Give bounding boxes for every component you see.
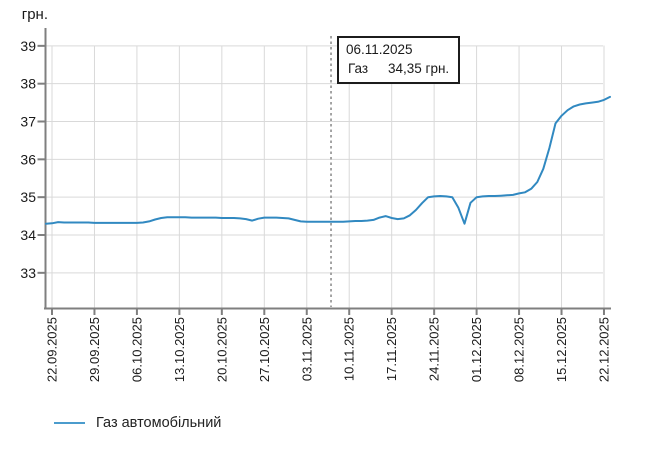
series-line-gas (44, 95, 611, 225)
plot-area[interactable] (46, 28, 612, 309)
legend-line-swatch (54, 422, 85, 424)
x-tick-label: 17.11.2025 (384, 317, 399, 381)
tooltip-date: 06.11.2025 (346, 42, 413, 57)
x-tick-label: 13.10.2025 (172, 317, 187, 382)
x-tick-label: 20.10.2025 (214, 317, 229, 382)
x-tick-label: 08.12.2025 (512, 317, 527, 382)
x-tick-label: 06.10.2025 (129, 317, 144, 382)
legend-label: Газ автомобільний (96, 415, 222, 431)
y-tick-label: 39 (20, 38, 36, 54)
x-tick-label: 10.11.2025 (342, 317, 357, 381)
y-tick-label: 35 (20, 189, 36, 205)
tooltip-series-label: Газ (348, 61, 369, 76)
tooltip-row: Газ 34,35 грн. (346, 59, 449, 78)
y-tick-label: 33 (20, 265, 36, 281)
x-tick-label: 01.12.2025 (469, 317, 484, 382)
x-tick-label: 22.12.2025 (596, 317, 611, 382)
y-tick-label: 37 (20, 114, 36, 130)
x-tick-label: 15.12.2025 (554, 317, 569, 382)
x-tick-label: 03.11.2025 (299, 317, 314, 381)
y-tick-label: 36 (20, 151, 36, 167)
y-tick-label: 38 (20, 76, 36, 92)
tooltip: 06.11.2025 Газ 34,35 грн. (337, 36, 461, 84)
x-tick-label: 27.10.2025 (257, 317, 272, 382)
x-tick-label: 24.11.2025 (427, 317, 442, 381)
legend-item-gas[interactable]: Газ автомобільний (54, 415, 221, 431)
price-chart: 33 34 35 36 37 38 39 22.09.2025 29.09.2025 06.10.… (20, 28, 612, 382)
x-tick-label: 22.09.2025 (45, 317, 60, 382)
tooltip-value: 34,35 грн. (388, 61, 450, 76)
x-tick-label: 29.09.2025 (87, 317, 102, 382)
y-tick-label: 34 (20, 227, 36, 243)
y-axis-title: грн. (21, 6, 48, 23)
